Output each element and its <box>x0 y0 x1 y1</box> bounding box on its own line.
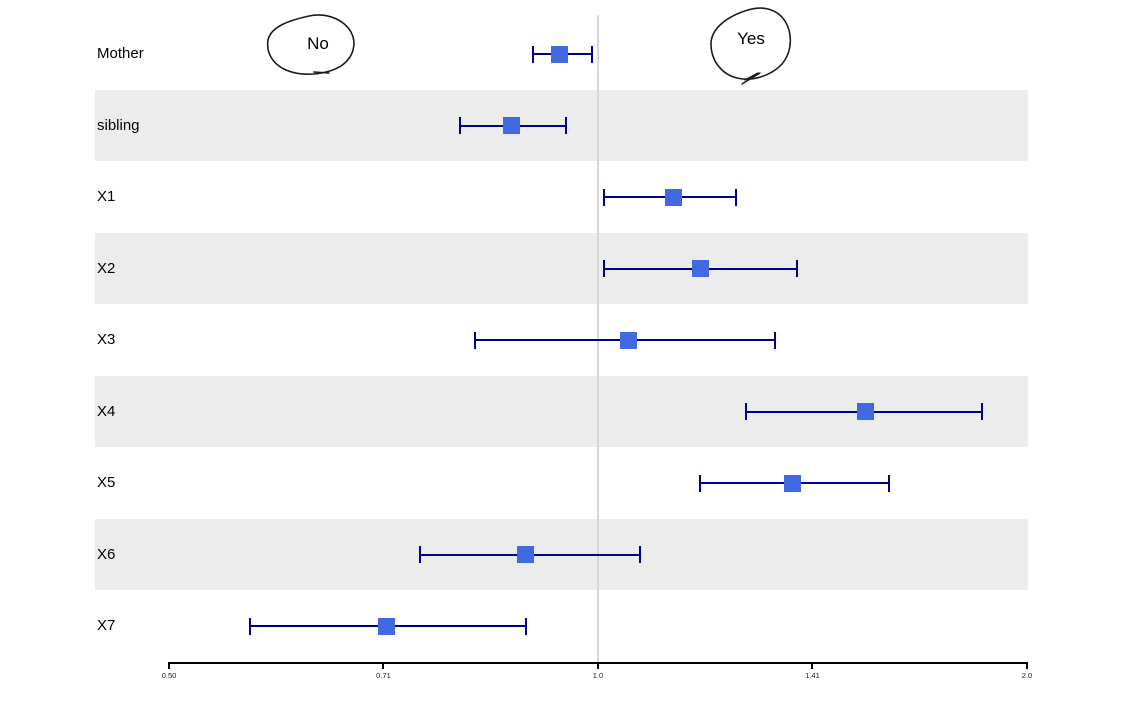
no-scribble-circle-icon <box>266 14 355 75</box>
no-annotation-label: No <box>307 34 329 53</box>
row-label-sibling: sibling <box>97 116 140 134</box>
x-tick-1.0 <box>597 664 599 669</box>
ci-cap-high-mother <box>590 45 593 63</box>
x-tick-label-2.0: 2.0 <box>1021 671 1033 680</box>
ci-cap-high-x6 <box>638 546 641 563</box>
row-label-x1: X1 <box>97 188 116 205</box>
or-marker-sibling <box>503 117 521 134</box>
or-marker-x2 <box>691 260 709 277</box>
x-axis-line <box>168 662 1028 664</box>
or-marker-x5 <box>784 474 802 492</box>
row-label-x2: X2 <box>97 259 116 277</box>
or-marker-x7 <box>377 617 395 635</box>
x-tick-0.50 <box>168 664 170 669</box>
ci-cap-low-x5 <box>699 474 702 492</box>
ci-cap-high-sibling <box>565 117 568 134</box>
ci-cap-low-x4 <box>744 403 747 420</box>
or-marker-x3 <box>619 331 637 349</box>
row-band-x2 <box>95 232 1028 305</box>
row-label-mother: Mother <box>97 45 144 62</box>
row-label-x3: X3 <box>97 331 116 348</box>
row-label-x6: X6 <box>97 545 116 563</box>
x-tick-label-1.41: 1.41 <box>805 671 820 680</box>
ci-cap-low-x2 <box>603 260 606 277</box>
yes-annotation-label: Yes <box>737 29 765 48</box>
row-label-x5: X5 <box>97 474 116 491</box>
row-label-x7: X7 <box>97 617 116 634</box>
row-label-x4: X4 <box>97 402 116 420</box>
ci-cap-high-x1 <box>735 188 738 206</box>
or-marker-x6 <box>517 546 535 563</box>
x-tick-label-1.0: 1.0 <box>592 671 604 680</box>
ci-cap-high-x7 <box>524 617 527 635</box>
ci-cap-high-x5 <box>887 474 890 492</box>
ci-cap-low-x3 <box>474 331 477 349</box>
x-tick-2.0 <box>1026 664 1028 669</box>
ci-cap-low-x6 <box>418 546 421 563</box>
ci-cap-low-x1 <box>603 188 606 206</box>
ci-cap-low-sibling <box>458 117 461 134</box>
x-tick-0.71 <box>382 664 385 669</box>
ci-cap-high-x4 <box>981 403 984 420</box>
x-tick-label-0.50: 0.50 <box>161 671 177 680</box>
ci-cap-low-mother <box>531 45 534 63</box>
or-marker-x4 <box>856 403 874 420</box>
or-marker-mother <box>551 45 569 63</box>
ci-cap-high-x3 <box>773 331 776 349</box>
ci-cap-low-x7 <box>249 617 252 635</box>
x-tick-label-0.71: 0.71 <box>376 671 391 680</box>
yes-scribble-circle-icon <box>710 7 792 85</box>
or-marker-x1 <box>665 188 683 206</box>
ci-cap-high-x2 <box>796 260 799 277</box>
x-tick-1.41 <box>811 664 814 669</box>
